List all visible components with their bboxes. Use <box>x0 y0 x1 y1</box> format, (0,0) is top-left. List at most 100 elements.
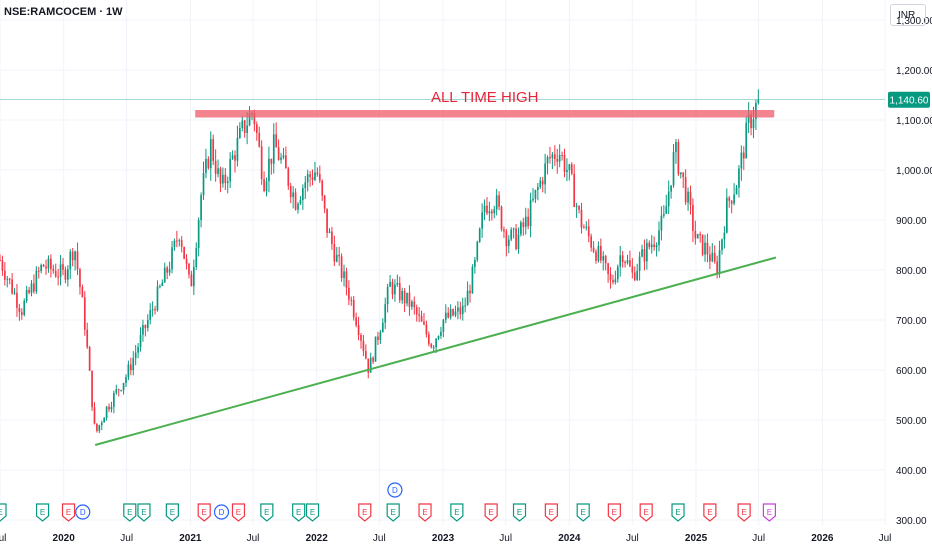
candle-body <box>311 176 314 180</box>
candle-body <box>643 249 646 262</box>
candle-body <box>28 289 30 293</box>
event-letter: E <box>310 508 315 517</box>
candle-body <box>168 269 171 273</box>
candle-body <box>253 113 256 125</box>
candle-body <box>587 226 590 237</box>
earnings-marker: E <box>123 503 137 522</box>
candle-body <box>100 422 103 426</box>
candle-body <box>231 155 234 159</box>
candle-body <box>740 152 743 169</box>
candle-body <box>466 290 469 306</box>
price-axis[interactable]: 300.00 400.00 500.00 600.00 700.00 800.00 900.… <box>888 16 932 527</box>
candle-body <box>454 311 457 316</box>
candle-body <box>289 185 292 198</box>
event-letter: E <box>454 508 459 517</box>
candle-body <box>512 228 515 230</box>
candle-body <box>328 231 331 233</box>
earnings-marker: E <box>386 503 400 522</box>
candle-body <box>205 158 207 174</box>
event-letter: E <box>40 508 45 517</box>
candle-body <box>127 364 130 378</box>
event-letter: E <box>362 508 367 517</box>
earnings-marker: E <box>35 503 50 522</box>
ticker-label[interactable]: NSE:RAMCOCEM · 1W <box>4 6 123 18</box>
earnings-marker: E <box>484 503 498 522</box>
event-letter: E <box>767 508 772 517</box>
event-letter: D <box>80 508 86 517</box>
candle-body <box>440 331 442 336</box>
candle-body <box>442 319 445 332</box>
earnings-marker: E <box>231 503 246 522</box>
earnings-marker: E <box>358 503 372 522</box>
candle-body <box>609 274 612 280</box>
earnings-badge <box>639 503 653 522</box>
candle-body <box>185 258 188 264</box>
candle-body <box>348 287 350 300</box>
candle-body <box>59 264 62 277</box>
candle-body <box>374 336 377 362</box>
candle-body <box>268 158 270 182</box>
candle-body <box>667 191 670 207</box>
earnings-marker: E <box>61 503 76 522</box>
candle-body <box>209 139 212 169</box>
x-tick-label: Jul <box>879 533 892 544</box>
candle-body <box>517 234 520 250</box>
candle-body <box>377 336 379 340</box>
candle-body <box>280 157 282 160</box>
candle-body <box>650 244 653 248</box>
x-tick-label: Jul <box>752 533 765 544</box>
candle-body <box>340 256 343 278</box>
x-tick-label: Jul <box>247 533 260 544</box>
earnings-badge <box>576 503 590 522</box>
candle-body <box>420 315 423 322</box>
candle-body <box>178 240 181 242</box>
earnings-badge <box>418 503 432 522</box>
candle-body <box>725 197 728 233</box>
event-letter: E <box>296 508 301 517</box>
candle-body <box>275 134 278 148</box>
candle-body <box>120 390 122 392</box>
earnings-badge <box>61 503 76 522</box>
event-letter: E <box>422 508 427 517</box>
candle-body <box>243 120 246 133</box>
candle-body <box>449 309 452 318</box>
time-axis[interactable]: Jul 2020 Jul 2021 Jul 2022 Jul 2023 Jul 2024 Jul 20… <box>0 533 891 544</box>
y-tick-label: 700.00 <box>896 316 927 327</box>
candle-body <box>69 251 72 270</box>
candle-body <box>621 255 624 262</box>
candle-body <box>464 305 467 307</box>
currency-selector[interactable]: INR <box>890 4 926 26</box>
candle-body <box>488 211 491 214</box>
dividend-marker: D <box>387 482 403 498</box>
earnings-badge <box>197 503 211 522</box>
earnings-badge <box>292 503 306 522</box>
candle-body <box>8 278 11 280</box>
dividend-circle <box>75 504 91 520</box>
candle-body <box>706 242 709 255</box>
candle-body <box>343 271 345 278</box>
candle-body <box>229 158 232 182</box>
candle-body <box>282 155 285 158</box>
candle-body <box>154 309 156 311</box>
candle-body <box>180 240 183 247</box>
candle-body <box>272 134 275 164</box>
candle-body <box>292 192 295 198</box>
candle-body <box>110 406 113 410</box>
candle-body <box>696 234 699 239</box>
y-tick-label: 800.00 <box>896 266 927 277</box>
earnings-badge <box>386 503 400 522</box>
candle-body <box>537 187 539 190</box>
candle-body <box>721 239 723 251</box>
candle-body <box>713 252 716 262</box>
earnings-badge <box>544 503 558 522</box>
dividend-circle <box>387 482 403 498</box>
candle-body <box>297 203 299 210</box>
event-letter: E <box>0 508 3 517</box>
candle-body <box>64 269 67 280</box>
earnings-badge <box>260 503 274 522</box>
candle-body <box>503 229 505 232</box>
candle-body <box>318 173 321 181</box>
candle-body <box>18 307 21 313</box>
candle-body <box>529 200 532 227</box>
